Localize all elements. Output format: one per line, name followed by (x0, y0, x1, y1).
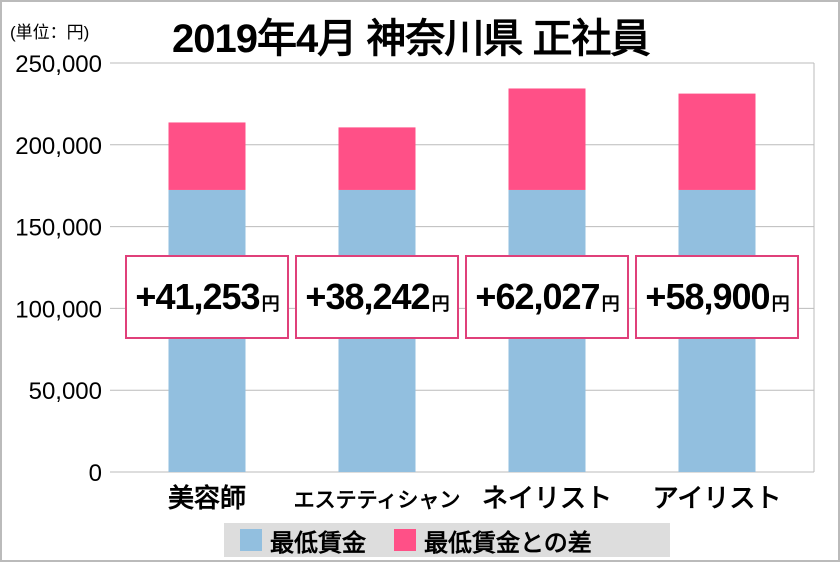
x-tick-label: 美容師 (168, 483, 246, 513)
data-label: +38,242 円 (295, 255, 459, 339)
legend-label-difference: 最低賃金との差 (424, 529, 592, 557)
data-label-unit: 円 (431, 294, 450, 314)
x-tick-label: ネイリスト (482, 483, 612, 513)
data-label: +58,900 円 (635, 255, 799, 339)
legend-swatch-min-wage (240, 529, 262, 551)
data-label: +62,027 円 (465, 255, 629, 339)
data-label: +41,253 円 (125, 255, 289, 339)
data-label-unit: 円 (601, 294, 620, 314)
data-label-value: +41,253 (135, 276, 260, 317)
legend-label-min-wage: 最低賃金 (270, 529, 366, 557)
y-tick-label: 100,000 (15, 296, 102, 323)
data-label-unit: 円 (771, 294, 790, 314)
chart-title: 2019年4月 神奈川県 正社員 (172, 17, 650, 61)
data-label-value: +38,242 (305, 276, 430, 317)
y-tick-label: 200,000 (15, 133, 102, 160)
y-tick-label: 0 (89, 460, 102, 487)
bar-difference (678, 93, 756, 190)
bar-difference (168, 122, 246, 190)
legend-swatch-difference (394, 529, 416, 551)
bar-difference (508, 88, 586, 190)
bar-difference (338, 127, 416, 190)
legend: 最低賃金 最低賃金との差 (224, 523, 670, 557)
data-label-value: +62,027 (475, 276, 600, 317)
y-tick-label: 150,000 (15, 215, 102, 242)
y-tick-label: 50,000 (29, 378, 102, 405)
y-tick-label: 250,000 (15, 51, 102, 78)
x-tick-label: エステティシャン (294, 489, 461, 512)
unit-note: (単位：円) (10, 23, 90, 42)
data-label-unit: 円 (261, 294, 280, 314)
data-label-value: +58,900 (645, 276, 770, 317)
x-tick-label: アイリスト (653, 483, 782, 513)
